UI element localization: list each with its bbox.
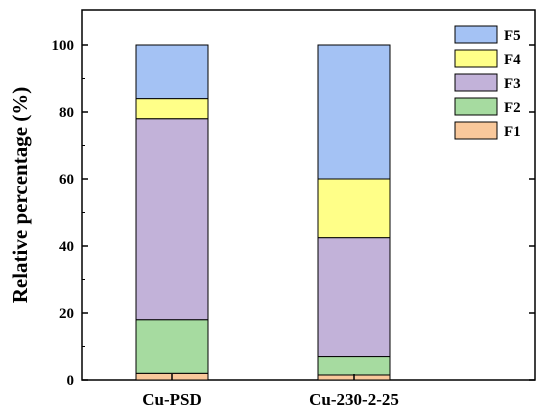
legend-swatch-f5 [454,25,498,44]
bar-segment-f5-cu-230-2-25 [317,44,391,180]
bar-segment-f4-cu-psd [135,98,209,120]
bars-layer [135,44,391,381]
y-axis: 0 20 40 60 80 100 [52,38,535,389]
legend-swatch-f4 [454,49,498,68]
x-axis: Cu-PSD Cu-230-2-25 [142,374,399,409]
bar-stack-cu-230-2-25 [317,44,391,381]
x-category-label: Cu-PSD [142,390,202,409]
legend-swatch-f1 [454,121,498,140]
bar-segment-f2-cu-230-2-25 [317,356,391,376]
legend-label-f4: F4 [504,52,521,68]
legend-label-f1: F1 [504,124,521,140]
bar-segment-f3-cu-psd [135,118,209,321]
bar-segment-f3-cu-230-2-25 [317,237,391,358]
bar-segment-f5-cu-psd [135,44,209,100]
y-tick-label: 40 [59,239,74,255]
y-tick-label: 20 [59,306,74,322]
legend-label-f3: F3 [504,76,521,92]
y-axis-title: Relative percentage (%) [8,87,32,304]
y-tick-label: 60 [59,172,74,188]
y-tick-label: 0 [67,373,75,389]
legend: F5 F4 F3 F2 F1 [454,25,521,140]
legend-label-f5: F5 [504,28,521,44]
bar-segment-f4-cu-230-2-25 [317,178,391,239]
legend-swatch-f3 [454,73,498,92]
y-tick-label: 100 [52,38,75,54]
legend-label-f2: F2 [504,100,521,116]
bar-segment-f2-cu-psd [135,319,209,374]
bar-stack-cu-psd [135,44,209,381]
y-tick-label: 80 [59,105,74,121]
legend-swatch-f2 [454,97,498,116]
plot-frame [81,9,536,381]
x-category-label: Cu-230-2-25 [309,390,399,409]
